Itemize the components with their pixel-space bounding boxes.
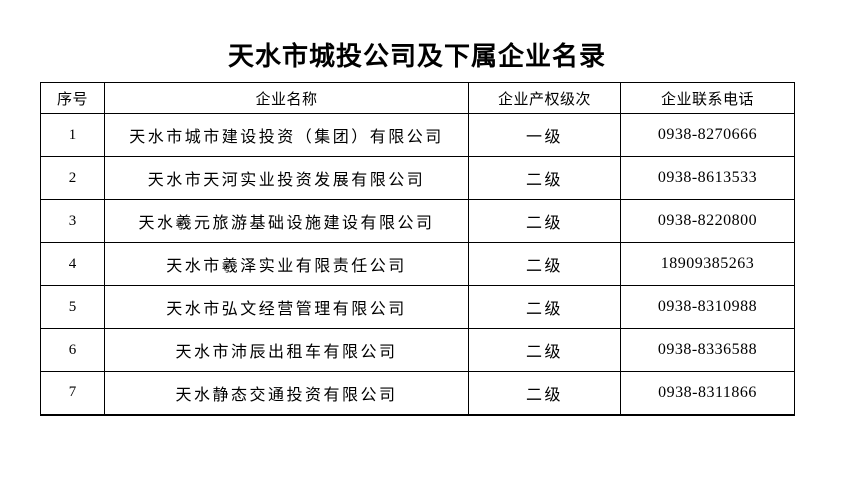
cell-property-level: 二级 bbox=[468, 199, 621, 243]
table-row: 3 天水羲元旅游基础设施建设有限公司 二级 0938-8220800 bbox=[40, 199, 795, 243]
cell-property-level: 二级 bbox=[468, 371, 621, 415]
cell-contact-phone: 0938-8310988 bbox=[620, 285, 795, 329]
cell-company-name: 天水市天河实业投资发展有限公司 bbox=[104, 156, 469, 200]
cell-company-name: 天水市沛辰出租车有限公司 bbox=[104, 328, 469, 372]
cell-contact-phone: 0938-8311866 bbox=[620, 371, 795, 415]
cell-serial-number: 4 bbox=[40, 242, 105, 286]
cell-property-level: 二级 bbox=[468, 285, 621, 329]
cell-contact-phone: 0938-8220800 bbox=[620, 199, 795, 243]
cell-company-name: 天水静态交通投资有限公司 bbox=[104, 371, 469, 415]
table-row: 1 天水市城市建设投资（集团）有限公司 一级 0938-8270666 bbox=[40, 113, 795, 157]
table-header: 序号 企业名称 企业产权级次 企业联系电话 bbox=[40, 82, 795, 114]
cell-property-level: 二级 bbox=[468, 242, 621, 286]
cell-contact-phone: 18909385263 bbox=[620, 242, 795, 286]
cell-property-level: 二级 bbox=[468, 156, 621, 200]
table-body: 1 天水市城市建设投资（集团）有限公司 一级 0938-8270666 2 天水… bbox=[40, 113, 795, 415]
cell-company-name: 天水市羲泽实业有限责任公司 bbox=[104, 242, 469, 286]
page-title: 天水市城投公司及下属企业名录 bbox=[227, 42, 606, 71]
cell-serial-number: 5 bbox=[40, 285, 105, 329]
company-directory-table: 序号 企业名称 企业产权级次 企业联系电话 1 天水市城市建设投资（集团）有限公… bbox=[40, 82, 795, 416]
cell-company-name: 天水市城市建设投资（集团）有限公司 bbox=[104, 113, 469, 157]
cell-serial-number: 6 bbox=[40, 328, 105, 372]
header-company-name: 企业名称 bbox=[104, 82, 469, 114]
cell-property-level: 二级 bbox=[468, 328, 621, 372]
header-property-level: 企业产权级次 bbox=[468, 82, 621, 114]
cell-serial-number: 7 bbox=[40, 371, 105, 415]
header-serial-number: 序号 bbox=[40, 82, 105, 114]
table-header-row: 序号 企业名称 企业产权级次 企业联系电话 bbox=[40, 82, 795, 114]
cell-contact-phone: 0938-8613533 bbox=[620, 156, 795, 200]
table-row: 5 天水市弘文经营管理有限公司 二级 0938-8310988 bbox=[40, 285, 795, 329]
cell-serial-number: 3 bbox=[40, 199, 105, 243]
cell-serial-number: 1 bbox=[40, 113, 105, 157]
table-row: 4 天水市羲泽实业有限责任公司 二级 18909385263 bbox=[40, 242, 795, 286]
cell-contact-phone: 0938-8336588 bbox=[620, 328, 795, 372]
table-row: 7 天水静态交通投资有限公司 二级 0938-8311866 bbox=[40, 371, 795, 415]
table-row: 6 天水市沛辰出租车有限公司 二级 0938-8336588 bbox=[40, 328, 795, 372]
cell-company-name: 天水羲元旅游基础设施建设有限公司 bbox=[104, 199, 469, 243]
cell-serial-number: 2 bbox=[40, 156, 105, 200]
cell-property-level: 一级 bbox=[468, 113, 621, 157]
cell-company-name: 天水市弘文经营管理有限公司 bbox=[104, 285, 469, 329]
cell-contact-phone: 0938-8270666 bbox=[620, 113, 795, 157]
header-contact-phone: 企业联系电话 bbox=[620, 82, 795, 114]
table-row: 2 天水市天河实业投资发展有限公司 二级 0938-8613533 bbox=[40, 156, 795, 200]
